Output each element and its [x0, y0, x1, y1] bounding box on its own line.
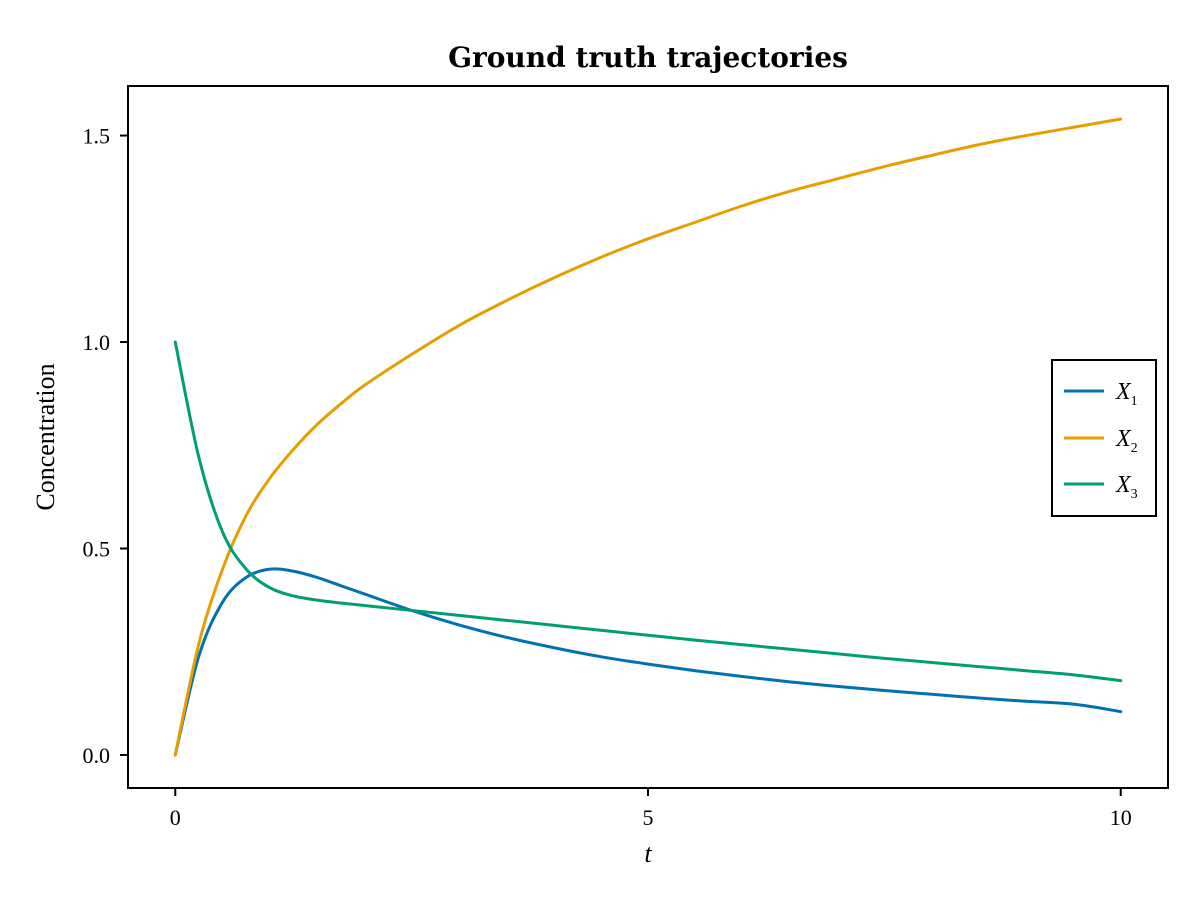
x-tick-label: 10 [1110, 805, 1132, 830]
legend-label-x1: X1 [1115, 379, 1138, 409]
y-tick-label: 1.5 [83, 124, 111, 149]
legend-label-name: X [1115, 426, 1132, 452]
legend-label-name: X [1115, 379, 1132, 405]
plot-frame [127, 85, 1169, 789]
legend-label-x2: X2 [1115, 426, 1138, 456]
y-axis: 0.0 0.5 1.0 1.5 [83, 124, 128, 768]
chart-title: Ground truth trajectories [448, 41, 848, 74]
series-line-x2 [173, 117, 1123, 757]
legend-label-x3: X3 [1115, 472, 1138, 502]
y-tick-label: 0.0 [83, 743, 111, 768]
legend-label-subscript: 1 [1131, 394, 1138, 409]
x-tick-label: 0 [170, 805, 181, 830]
y-tick-label: 1.0 [83, 330, 111, 355]
x-axis: 0 5 10 [170, 788, 1132, 830]
series-line-x1 [173, 567, 1123, 757]
x-axis-label: t [644, 839, 652, 868]
y-axis-label: Concentration [31, 363, 60, 510]
x-tick-label: 5 [643, 805, 654, 830]
series-line-x3 [173, 340, 1123, 683]
legend-label-subscript: 2 [1131, 441, 1138, 456]
series-lines [173, 117, 1123, 757]
legend-label-subscript: 3 [1131, 487, 1138, 502]
legend-label-name: X [1115, 472, 1132, 498]
y-tick-label: 0.5 [83, 536, 111, 561]
